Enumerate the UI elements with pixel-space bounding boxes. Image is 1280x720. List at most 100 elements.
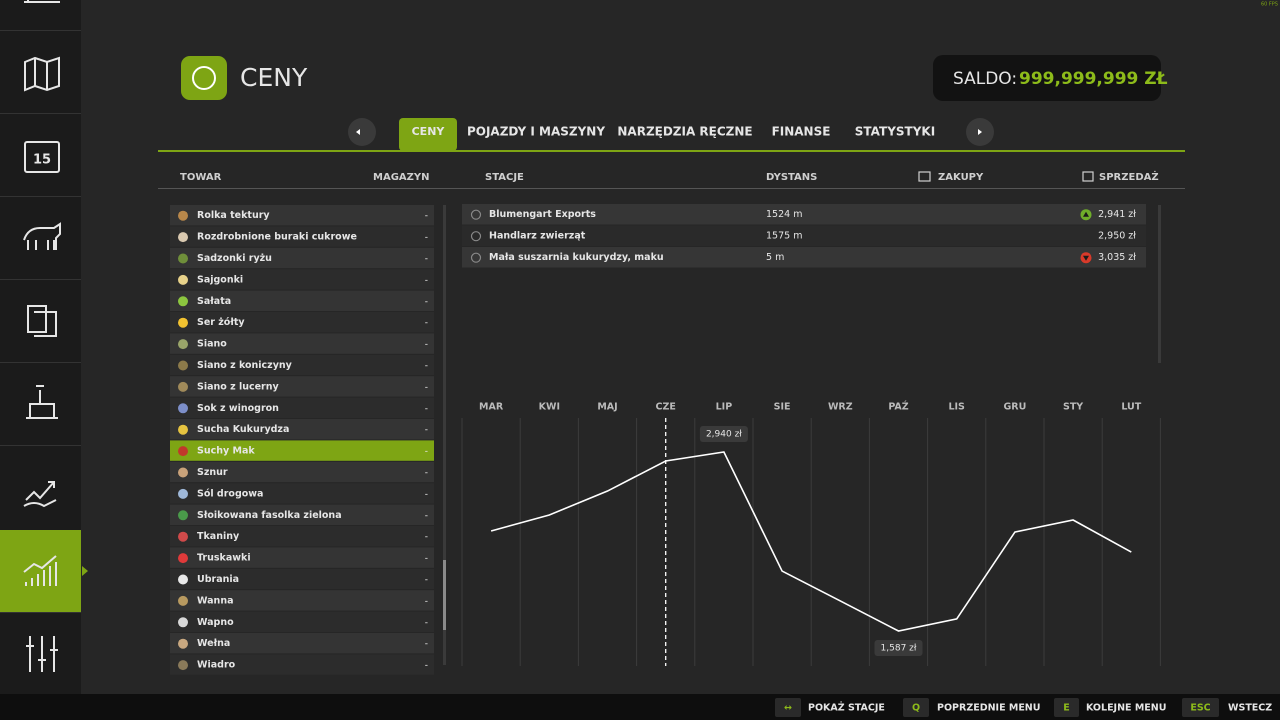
goods-row[interactable] bbox=[170, 611, 434, 632]
balance-value: 999,999,999 ZŁ bbox=[1019, 69, 1168, 89]
goods-scrollbar[interactable] bbox=[443, 205, 446, 665]
goods-row[interactable] bbox=[170, 547, 434, 568]
stations-list: Blumengart Exports 1524 m 2,941 zł Handlarz… bbox=[462, 204, 1146, 268]
goods-row[interactable] bbox=[170, 376, 434, 397]
goods-icon bbox=[178, 446, 188, 457]
key-box[interactable] bbox=[903, 698, 929, 717]
divider bbox=[0, 279, 81, 280]
header-icon bbox=[181, 56, 227, 100]
station-distance: 1524 m bbox=[766, 209, 802, 220]
month-label: WRZ bbox=[828, 402, 853, 413]
col-sell: SPRZEDAŻ bbox=[1099, 169, 1159, 183]
icon-calendar[interactable] bbox=[24, 141, 60, 173]
goods-stock: - bbox=[425, 661, 428, 671]
footer-keys: ↔ POKAŻ STACJE Q POPRZEDNIE MENU E KOLEJNE ME… bbox=[775, 698, 1272, 717]
goods-name: Siano bbox=[197, 339, 227, 350]
goods-row[interactable] bbox=[170, 226, 434, 247]
goods-name: Sadzonki ryżu bbox=[197, 253, 272, 264]
goods-list: Rolka tektury - Rozdrobnione buraki cukrow… bbox=[170, 205, 434, 675]
tab[interactable]: CENY bbox=[412, 125, 446, 138]
goods-icon bbox=[178, 253, 188, 264]
balance-label: SALDO: bbox=[953, 69, 1017, 89]
key-label[interactable]: KOLEJNE MENU bbox=[1086, 703, 1166, 714]
icon-finance[interactable] bbox=[23, 481, 57, 508]
goods-icon bbox=[178, 553, 188, 564]
goods-row[interactable] bbox=[170, 419, 434, 440]
icon-contracts[interactable] bbox=[27, 305, 57, 337]
goods-name: Słoikowana fasolka zielona bbox=[197, 510, 342, 521]
icon-map[interactable] bbox=[24, 56, 60, 92]
tab-next-arrow bbox=[978, 129, 982, 135]
goods-row[interactable] bbox=[170, 633, 434, 654]
station-name: Handlarz zwierząt bbox=[489, 231, 586, 242]
goods-row[interactable] bbox=[170, 483, 434, 504]
month-label: CZE bbox=[656, 402, 676, 413]
goods-name: Wanna bbox=[197, 595, 234, 606]
goods-row[interactable] bbox=[170, 654, 434, 675]
goods-row[interactable] bbox=[170, 568, 434, 590]
month-label: PAŹ bbox=[888, 401, 908, 413]
goods-icon bbox=[178, 232, 188, 243]
goods-row[interactable] bbox=[170, 205, 434, 226]
station-price: 2,950 zł bbox=[1098, 231, 1136, 242]
goods-row[interactable] bbox=[170, 333, 434, 354]
goods-row[interactable] bbox=[170, 247, 434, 269]
key-label[interactable]: WSTECZ bbox=[1228, 703, 1272, 714]
tab[interactable]: POJAZDY I MASZYNY bbox=[467, 125, 605, 139]
goods-row[interactable] bbox=[170, 312, 434, 333]
goods-icon bbox=[178, 467, 188, 478]
station-icon bbox=[470, 252, 482, 263]
goods-row[interactable] bbox=[170, 526, 434, 547]
key-box[interactable] bbox=[775, 698, 801, 717]
goods-icon bbox=[178, 317, 188, 328]
goods-row[interactable] bbox=[170, 290, 434, 311]
tab-prev[interactable] bbox=[348, 118, 376, 146]
goods-icon bbox=[178, 595, 188, 606]
tab[interactable]: FINANSE bbox=[772, 125, 831, 139]
key-box[interactable] bbox=[1054, 698, 1079, 717]
goods-icon bbox=[178, 638, 188, 649]
goods-row[interactable] bbox=[170, 354, 434, 376]
sidebar: 15 bbox=[0, 0, 88, 694]
goods-row[interactable] bbox=[170, 269, 434, 290]
goods-row[interactable] bbox=[170, 397, 434, 418]
sidebar-active[interactable] bbox=[0, 530, 81, 612]
header-icon-coins bbox=[192, 66, 216, 90]
goods-row[interactable] bbox=[170, 461, 434, 483]
goods-stock: - bbox=[425, 254, 428, 264]
month-label: STY bbox=[1063, 402, 1083, 413]
goods-scroll-thumb[interactable] bbox=[443, 560, 446, 630]
icon-animals[interactable] bbox=[23, 222, 61, 250]
station-price: 3,035 zł bbox=[1098, 252, 1136, 263]
value-label-bg bbox=[874, 640, 923, 656]
col-stock: MAGAZYN bbox=[373, 172, 430, 183]
icon-settings[interactable] bbox=[26, 636, 58, 672]
goods-stock: - bbox=[425, 275, 428, 285]
divider bbox=[0, 612, 81, 613]
goods-row[interactable] bbox=[170, 440, 434, 461]
key-label[interactable]: POPRZEDNIE MENU bbox=[937, 703, 1040, 714]
icon-calendar-day: 15 bbox=[33, 153, 51, 168]
icon-prices[interactable] bbox=[23, 555, 57, 586]
icon-production[interactable] bbox=[26, 385, 58, 419]
key-label[interactable]: POKAŻ STACJE bbox=[808, 703, 885, 714]
icon-vehicle[interactable] bbox=[24, 0, 60, 3]
station-row bbox=[462, 204, 1146, 225]
key-box[interactable] bbox=[1182, 698, 1219, 717]
goods-icon bbox=[178, 360, 188, 371]
goods-icon bbox=[178, 660, 188, 671]
tab[interactable]: NARZĘDZIA RĘCZNE bbox=[617, 125, 752, 139]
stations-scrollbar[interactable] bbox=[1158, 205, 1161, 363]
station-distance: 1575 m bbox=[766, 231, 802, 242]
divider bbox=[0, 362, 81, 363]
tab[interactable]: STATYSTYKI bbox=[855, 125, 935, 139]
goods-row[interactable] bbox=[170, 504, 434, 525]
goods-name: Sok z winogron bbox=[197, 403, 279, 414]
station-icon bbox=[470, 209, 482, 220]
trend-arrow bbox=[1083, 211, 1089, 217]
goods-name: Ubrania bbox=[197, 574, 239, 585]
month-label: MAR bbox=[479, 402, 504, 413]
sell-icon bbox=[1082, 171, 1094, 182]
goods-row[interactable] bbox=[170, 590, 434, 611]
divider bbox=[0, 30, 81, 31]
